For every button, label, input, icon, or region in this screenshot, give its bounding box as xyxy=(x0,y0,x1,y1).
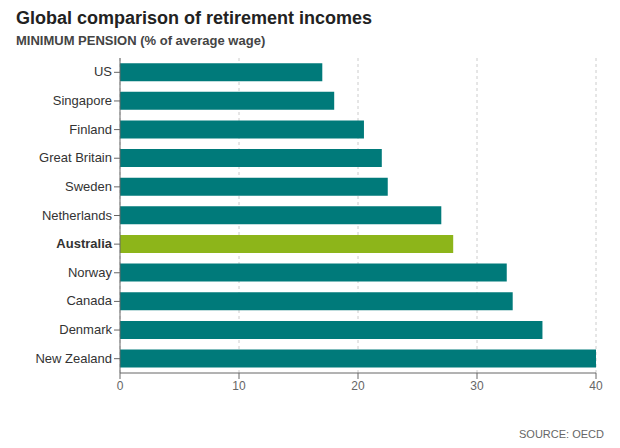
svg-text:40: 40 xyxy=(589,379,603,393)
svg-text:US: US xyxy=(94,64,112,79)
svg-text:10: 10 xyxy=(232,379,246,393)
svg-text:Netherlands: Netherlands xyxy=(42,208,113,223)
svg-text:Denmark: Denmark xyxy=(59,322,112,337)
svg-text:Norway: Norway xyxy=(68,265,113,280)
svg-text:Australia: Australia xyxy=(56,236,112,251)
html-text:Global comparison of retiremen: Global comparison of retirement incomes xyxy=(16,8,373,28)
svg-text:20: 20 xyxy=(351,379,365,393)
svg-text:Singapore: Singapore xyxy=(53,93,112,108)
svg-text:Sweden: Sweden xyxy=(65,179,112,194)
html-text:SOURCE: OECD: SOURCE: OECD xyxy=(519,428,604,440)
svg-text:30: 30 xyxy=(470,379,484,393)
svg-text:Canada: Canada xyxy=(66,293,112,308)
html-text:MINIMUM PENSION (% of average: MINIMUM PENSION (% of average wage) xyxy=(16,33,266,48)
svg-text:New Zealand: New Zealand xyxy=(35,351,112,366)
svg-text:0: 0 xyxy=(117,379,124,393)
svg-text:Finland: Finland xyxy=(69,122,112,137)
svg-text:Great Britain: Great Britain xyxy=(39,150,112,165)
